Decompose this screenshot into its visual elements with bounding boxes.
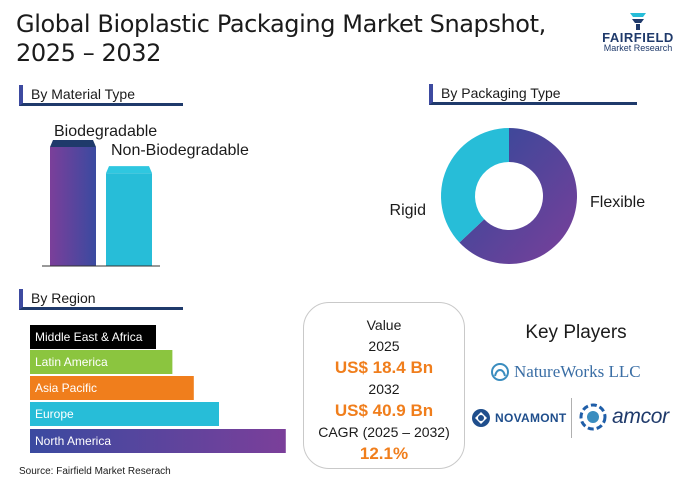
- region-label-2: Asia Pacific: [35, 381, 97, 395]
- section-packaging-label: By Packaging Type: [441, 85, 561, 101]
- logo-mark-icon: [630, 13, 646, 30]
- material-bar-1: [106, 173, 152, 266]
- region-label-4: North America: [35, 434, 111, 448]
- packaging-slice-0: [459, 128, 578, 264]
- novamont-name: NOVAMONT: [495, 411, 567, 425]
- section-material-label: By Material Type: [31, 86, 136, 102]
- section-header-material: By Material Type: [19, 85, 183, 106]
- logo-divider: [571, 398, 572, 438]
- packaging-slice-1: [441, 128, 509, 243]
- material-bar-0: [50, 147, 96, 266]
- amcor-logo: amcor: [578, 400, 684, 434]
- value-year-2025: 2025: [368, 338, 400, 354]
- natureworks-logo: NatureWorks LLC: [490, 360, 650, 384]
- natureworks-name: NatureWorks LLC: [514, 362, 641, 381]
- region-bar-4: [30, 429, 286, 453]
- key-players-title: Key Players: [525, 322, 627, 343]
- region-label-3: Europe: [35, 407, 74, 421]
- material-label-0: Biodegradable: [54, 123, 157, 140]
- region-bar-chart: Middle East & Africa Latin America Asia Pa…: [30, 325, 286, 453]
- value-year-2032: 2032: [368, 381, 400, 397]
- material-bar-chart: Biodegradable Non-Biodegradable: [50, 123, 249, 266]
- value-2032: US$ 40.9 Bn: [334, 401, 434, 420]
- section-header-region: By Region: [19, 289, 183, 310]
- amcor-name: amcor: [612, 405, 669, 428]
- section-header-packaging: By Packaging Type: [429, 84, 637, 105]
- region-bar-1: [30, 350, 173, 374]
- region-label-0: Middle East & Africa: [35, 330, 143, 344]
- material-bar-cap-0: [50, 140, 96, 147]
- region-bar-2: [30, 376, 194, 400]
- section-region-label: By Region: [31, 290, 96, 306]
- logo-wordmark: FAIRFIELD: [602, 30, 674, 45]
- page-title: Global Bioplastic Packaging Market Snaps…: [16, 10, 546, 67]
- cagr-label: CAGR (2025 – 2032): [318, 424, 450, 440]
- novamont-logo: NOVAMONT: [471, 405, 567, 431]
- material-bar-cap-1: [106, 166, 152, 174]
- value-label: Value: [366, 317, 402, 333]
- logo-subtitle: Market Research: [603, 43, 673, 53]
- packaging-label-0: Flexible: [590, 194, 645, 211]
- fairfield-logo: FAIRFIELD Market Research: [592, 10, 684, 56]
- natureworks-icon: [491, 363, 509, 381]
- value-2025: US$ 18.4 Bn: [334, 358, 434, 377]
- source-note: Source: Fairfield Market Reserach: [19, 466, 171, 477]
- market-value-box: Value 2025 US$ 18.4 Bn 2032 US$ 40.9 Bn …: [303, 302, 465, 469]
- packaging-donut-chart: Flexible Rigid: [390, 128, 645, 264]
- amcor-icon: [579, 403, 607, 431]
- region-bar-3: [30, 402, 219, 426]
- region-label-1: Latin America: [35, 355, 108, 369]
- novamont-icon: [472, 409, 490, 427]
- cagr-value: 12.1%: [359, 444, 409, 463]
- packaging-label-1: Rigid: [390, 202, 426, 219]
- region-bar-0: [30, 325, 156, 349]
- material-label-1: Non-Biodegradable: [111, 142, 249, 159]
